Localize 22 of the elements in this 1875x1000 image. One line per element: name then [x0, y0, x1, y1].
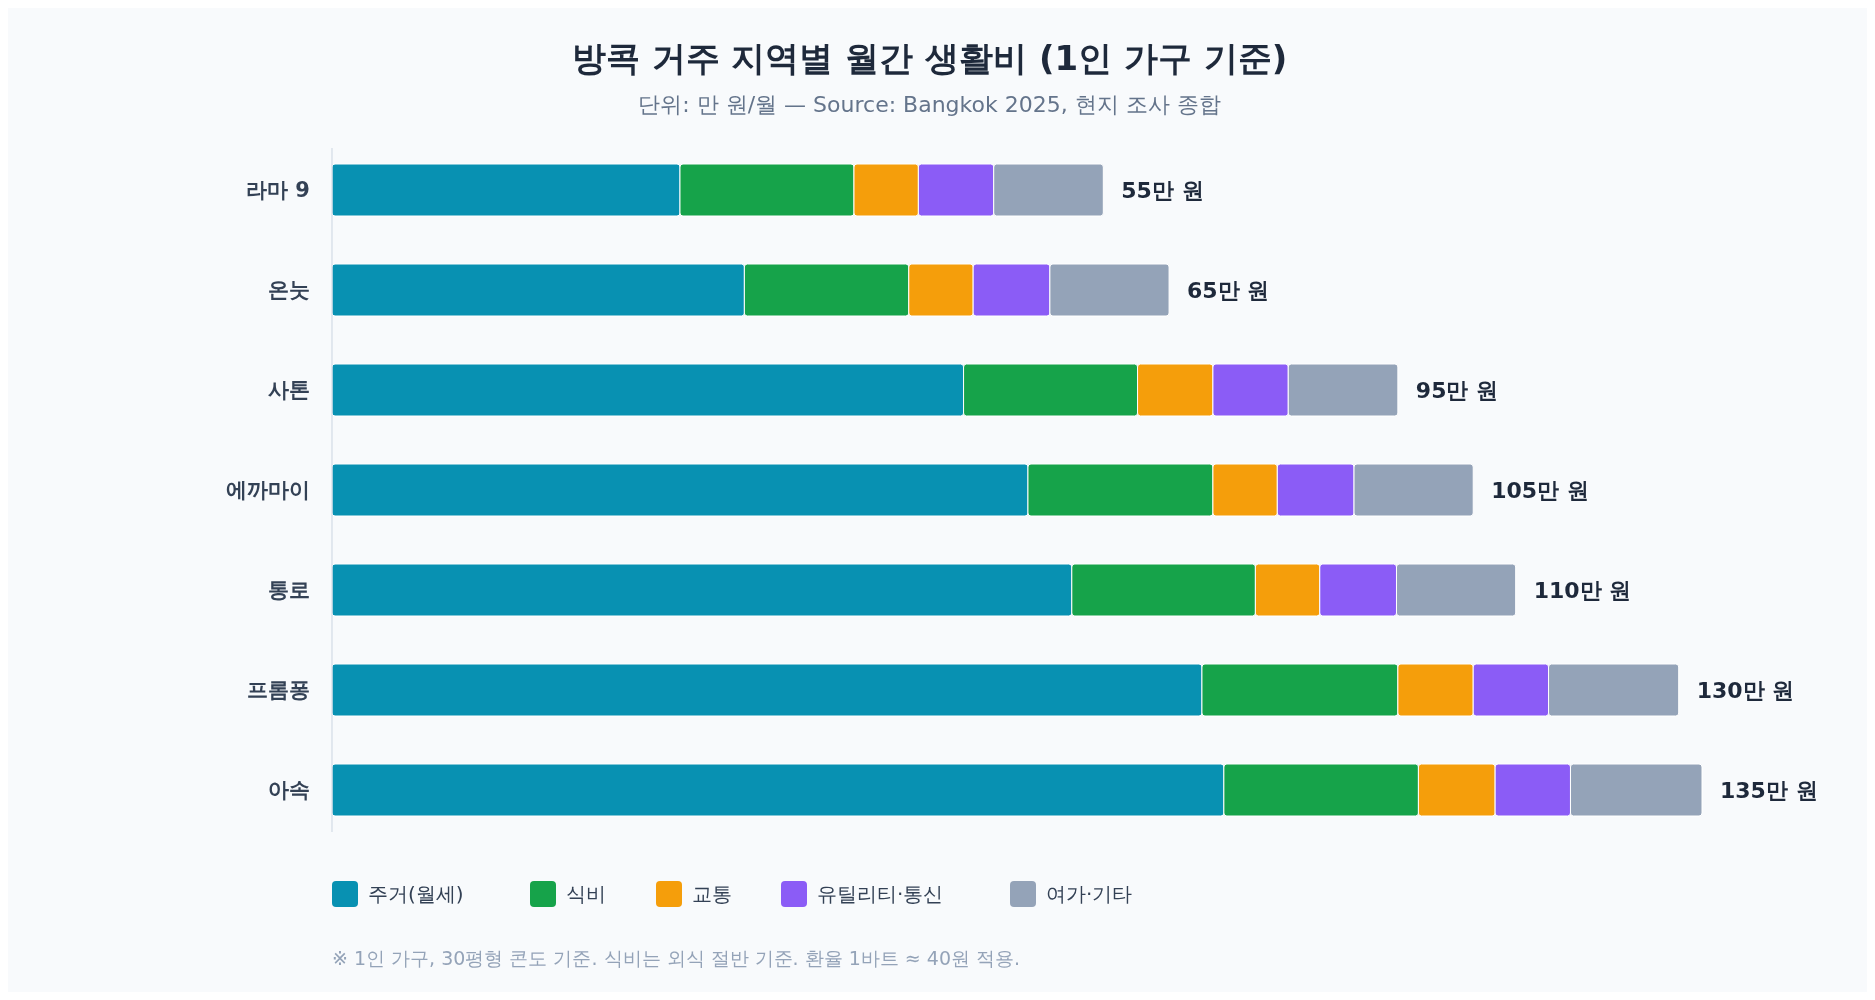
- y-tick-label: 라마 9: [246, 178, 310, 203]
- chart-title: 방콕 거주 지역별 월간 생활비 (1인 가구 기준): [571, 38, 1288, 78]
- annotation: 110만 원: [1533, 577, 1632, 603]
- annotation: 65만 원: [1187, 277, 1270, 303]
- legend-label: 식비: [566, 882, 606, 906]
- y-tick-label: 온눗: [268, 278, 310, 303]
- annotation: 130만 원: [1696, 677, 1795, 703]
- legend-label: 주거(월세): [368, 882, 464, 906]
- y-tick-label: 통로: [268, 578, 310, 603]
- y-tick-label: 사톤: [268, 378, 310, 403]
- chart-subtitle: 단위: 만 원/월 — Source: Bangkok 2025, 현지 조사 종합: [638, 92, 1221, 117]
- legend-label: 여가·기타: [1046, 882, 1133, 906]
- annotation: 135만 원: [1720, 777, 1818, 803]
- y-tick-label: 에까마이: [226, 478, 310, 503]
- annotation: 55만 원: [1121, 177, 1204, 203]
- text: ※ 1인 가구, 30평형 콘도 기준. 식비는 외식 절반 기준. 환율 1바트 ≈ 40원 적용.: [332, 946, 1021, 969]
- annotation: 95만 원: [1415, 377, 1499, 403]
- y-tick-label: 프롬퐁: [247, 678, 310, 703]
- legend-label: 교통: [692, 882, 732, 906]
- y-tick-label: 아속: [268, 778, 310, 803]
- annotation: 105만 원: [1491, 477, 1589, 503]
- legend-label: 유틸리티·통신: [817, 882, 944, 906]
